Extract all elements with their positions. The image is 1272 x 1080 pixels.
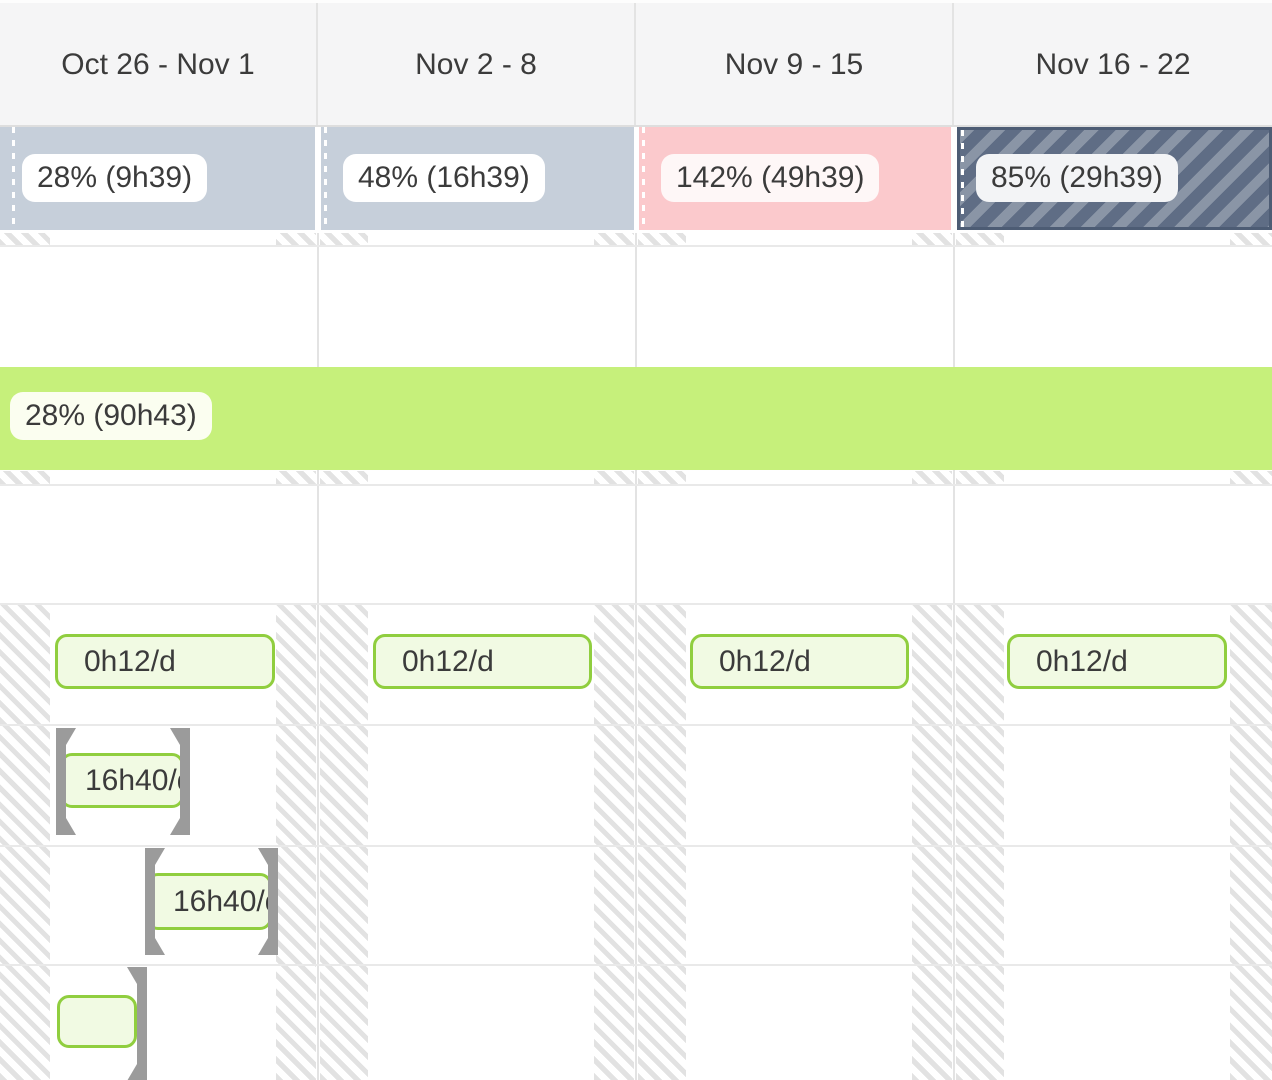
weekend-hatch: [1230, 233, 1272, 246]
task-pill-3[interactable]: [57, 995, 137, 1048]
weekend-hatch: [594, 471, 634, 485]
continuation-dash: [12, 127, 15, 230]
capacity-bar-week1[interactable]: 28% (9h39): [0, 127, 315, 230]
daily-allocation-pill-week2[interactable]: 0h12/d: [373, 634, 592, 689]
week-header-label: Oct 26 - Nov 1: [61, 47, 255, 81]
daily-allocation-pill-week3[interactable]: 0h12/d: [690, 634, 909, 689]
daily-allocation-label: 0h12/d: [719, 644, 811, 678]
weekend-column: [320, 604, 368, 1080]
week-header-nov16-22: Nov 16 - 22: [954, 3, 1272, 126]
timeline-header: Oct 26 - Nov 1 Nov 2 - 8 Nov 9 - 15 Nov …: [0, 0, 1272, 126]
resize-handle-right[interactable]: [127, 967, 147, 1080]
row-gridline: [0, 724, 1272, 726]
weekend-hatch: [0, 233, 50, 246]
weekend-hatch: [320, 233, 368, 246]
week-divider: [635, 233, 637, 1080]
week-header-label: Nov 16 - 22: [1035, 47, 1191, 81]
week-header-label: Nov 9 - 15: [724, 47, 864, 81]
weekend-column: [0, 604, 50, 1080]
daily-allocation-label: 0h12/d: [1036, 644, 1128, 678]
weekend-hatch: [956, 233, 1004, 246]
week-header-nov2-8: Nov 2 - 8: [318, 3, 636, 126]
capacity-label: 85% (29h39): [976, 154, 1178, 202]
row-gridline: [0, 484, 1272, 486]
weekend-column: [638, 604, 686, 1080]
header-border: [0, 125, 1272, 127]
weekend-column: [276, 604, 316, 1080]
daily-allocation-label: 0h12/d: [84, 644, 176, 678]
weekend-hatch: [276, 471, 316, 485]
continuation-dash: [324, 127, 327, 230]
week-header-nov9-15: Nov 9 - 15: [636, 3, 954, 126]
continuation-dash: [961, 130, 964, 227]
weekend-column: [594, 604, 634, 1080]
total-utilization-bar[interactable]: 28% (90h43): [0, 367, 1272, 470]
capacity-label: 142% (49h39): [661, 154, 880, 202]
row-gridline: [0, 603, 1272, 605]
resize-handle-left[interactable]: [56, 728, 76, 835]
daily-allocation-label: 0h12/d: [402, 644, 494, 678]
weekend-hatch: [912, 471, 952, 485]
continuation-dash: [642, 127, 645, 230]
week-divider: [317, 233, 319, 1080]
daily-allocation-pill-week4[interactable]: 0h12/d: [1007, 634, 1227, 689]
weekend-hatch: [956, 471, 1004, 485]
weekend-hatch: [1230, 471, 1272, 485]
week-divider: [953, 233, 955, 1080]
resize-handle-right[interactable]: [170, 728, 190, 835]
capacity-bar-week2[interactable]: 48% (16h39): [321, 127, 634, 230]
task-label: 16h40/d: [173, 884, 272, 918]
row-gridline: [0, 845, 1272, 847]
weekend-hatch: [638, 471, 686, 485]
task-label: 16h40/d: [85, 763, 184, 797]
weekend-hatch: [276, 233, 316, 246]
weekend-hatch: [594, 233, 634, 246]
weekend-column: [1230, 604, 1272, 1080]
resize-handle-right[interactable]: [258, 848, 278, 955]
capacity-bar-week3[interactable]: 142% (49h39): [639, 127, 951, 230]
row-gridline: [0, 245, 1272, 247]
weekend-hatch: [912, 233, 952, 246]
weekend-column: [956, 604, 1004, 1080]
capacity-label: 48% (16h39): [343, 154, 545, 202]
daily-allocation-pill-week1[interactable]: 0h12/d: [55, 634, 275, 689]
task-pill-1[interactable]: 16h40/d: [60, 753, 184, 808]
weekend-hatch: [638, 233, 686, 246]
row-gridline: [0, 964, 1272, 966]
capacity-label: 28% (9h39): [22, 154, 208, 202]
capacity-bar-week4[interactable]: 85% (29h39): [957, 127, 1272, 230]
weekend-column: [912, 604, 952, 1080]
weekend-hatch: [320, 471, 368, 485]
total-utilization-label: 28% (90h43): [10, 392, 212, 440]
weekend-hatch: [0, 471, 50, 485]
week-header-oct26-nov1: Oct 26 - Nov 1: [0, 3, 318, 126]
resize-handle-left[interactable]: [145, 848, 165, 955]
week-header-label: Nov 2 - 8: [415, 47, 537, 81]
